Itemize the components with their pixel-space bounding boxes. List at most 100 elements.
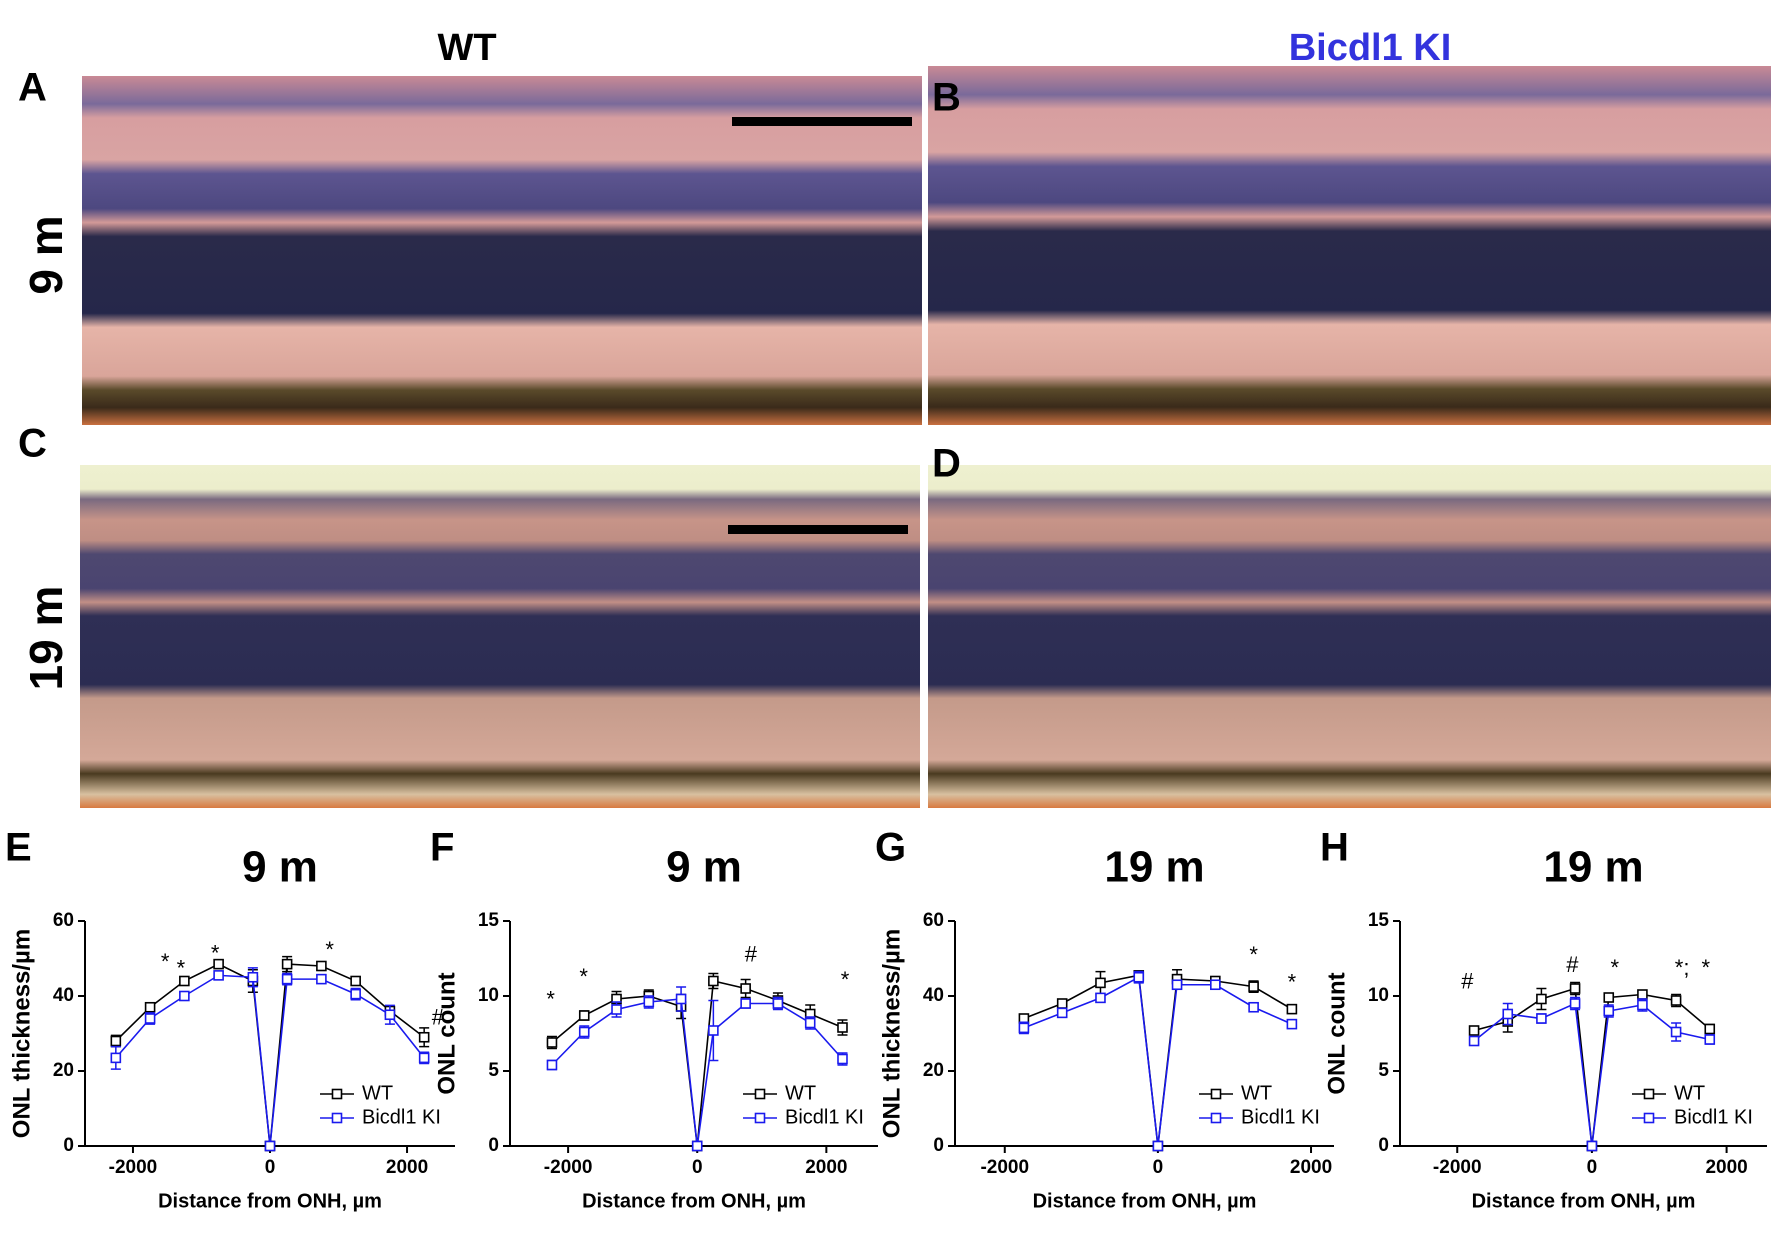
x-tick-label: 2000 <box>805 1157 847 1178</box>
marker <box>281 973 293 985</box>
marker <box>546 1059 558 1071</box>
marker <box>1569 983 1581 994</box>
marker <box>804 1017 816 1029</box>
marker <box>1502 1008 1514 1020</box>
legend-label: WT <box>785 1082 816 1104</box>
marker <box>1152 1140 1164 1152</box>
marker <box>144 1013 156 1024</box>
significance-mark: * <box>211 941 220 966</box>
legend-marker <box>754 1088 766 1100</box>
significance-mark: * <box>161 949 170 974</box>
legend-label: WT <box>1674 1082 1705 1104</box>
marker <box>418 1052 430 1064</box>
marker <box>281 958 293 970</box>
column-label: WT <box>437 27 496 69</box>
significance-mark: # <box>432 1004 445 1029</box>
legend-marker <box>1643 1088 1655 1100</box>
marker <box>1637 989 1648 1000</box>
y-tick-label: 20 <box>53 1060 74 1081</box>
legend-label: Bicdl1 KI <box>1241 1106 1320 1128</box>
marker <box>179 990 190 1002</box>
y-tick-label: 15 <box>478 910 500 931</box>
panel-letter: C <box>18 422 47 466</box>
marker <box>691 1140 703 1152</box>
significance-mark: * <box>579 964 588 989</box>
significance-mark: * <box>177 956 186 981</box>
row-label: 19 m <box>20 586 72 691</box>
marker <box>350 988 361 1000</box>
marker <box>1603 992 1615 1003</box>
marker <box>611 1004 622 1015</box>
marker <box>264 1140 276 1152</box>
x-tick-label: 0 <box>692 1157 703 1178</box>
marker <box>1056 1007 1068 1019</box>
y-tick-label: 40 <box>53 985 74 1006</box>
histology-image <box>80 465 920 808</box>
legend-label: WT <box>1241 1082 1272 1104</box>
x-tick-label: 2000 <box>386 1157 428 1178</box>
marker <box>772 998 784 1009</box>
x-axis-label: Distance from ONH, µm <box>1472 1190 1696 1212</box>
marker <box>740 998 751 1009</box>
marker <box>1670 995 1682 1006</box>
marker <box>708 1025 719 1036</box>
marker <box>1286 1018 1298 1030</box>
marker <box>1637 999 1648 1011</box>
x-tick-label: -2000 <box>544 1157 593 1178</box>
x-axis-label: Distance from ONH, µm <box>158 1190 382 1212</box>
marker <box>316 960 327 972</box>
x-tick-label: 0 <box>1153 1157 1164 1178</box>
marker <box>1536 993 1547 1005</box>
marker <box>1704 1023 1716 1035</box>
marker <box>1670 1026 1682 1038</box>
marker <box>213 970 224 981</box>
marker <box>418 1031 430 1043</box>
marker <box>1468 1035 1480 1047</box>
y-tick-label: 10 <box>1368 985 1389 1006</box>
panel-letter: E <box>5 826 32 870</box>
x-axis-label: Distance from ONH, µm <box>582 1190 806 1212</box>
marker <box>144 1001 156 1013</box>
marker <box>350 975 361 987</box>
y-tick-label: 0 <box>63 1135 74 1156</box>
x-tick-label: -2000 <box>1433 1157 1482 1178</box>
marker <box>643 996 655 1008</box>
significance-mark: * <box>1701 955 1710 980</box>
chart-title: 19 m <box>1543 843 1643 892</box>
legend-marker <box>1643 1112 1655 1124</box>
marker <box>1586 1140 1598 1152</box>
marker <box>740 983 751 994</box>
marker <box>1133 971 1145 983</box>
marker <box>1095 992 1106 1004</box>
row-label: 9 m <box>20 215 72 294</box>
significance-mark: # <box>745 941 758 966</box>
significance-mark: * <box>1288 969 1297 994</box>
chart-title: 19 m <box>1104 843 1204 892</box>
marker <box>1569 998 1581 1009</box>
y-tick-label: 60 <box>923 910 944 931</box>
marker <box>546 1037 558 1048</box>
panel-letter: D <box>932 442 961 486</box>
legend-label: WT <box>362 1082 393 1104</box>
marker <box>1056 998 1068 1009</box>
y-tick-label: 0 <box>488 1135 499 1156</box>
y-tick-label: 60 <box>53 910 74 931</box>
histology-image <box>928 465 1771 808</box>
y-tick-label: 0 <box>1378 1135 1389 1156</box>
chart-title: 9 m <box>666 843 742 892</box>
legend-marker <box>754 1112 766 1124</box>
marker <box>110 1052 122 1064</box>
y-tick-label: 15 <box>1368 910 1390 931</box>
significance-mark: * <box>841 967 850 992</box>
x-tick-label: -2000 <box>980 1157 1029 1178</box>
significance-mark: # <box>1566 952 1579 977</box>
marker <box>213 958 224 970</box>
x-tick-label: -2000 <box>109 1157 158 1178</box>
y-tick-label: 5 <box>488 1060 499 1081</box>
marker <box>578 1010 590 1021</box>
significance-mark: * <box>546 986 555 1011</box>
marker <box>1248 1001 1259 1013</box>
marker <box>708 975 719 987</box>
y-tick-label: 5 <box>1378 1060 1389 1081</box>
